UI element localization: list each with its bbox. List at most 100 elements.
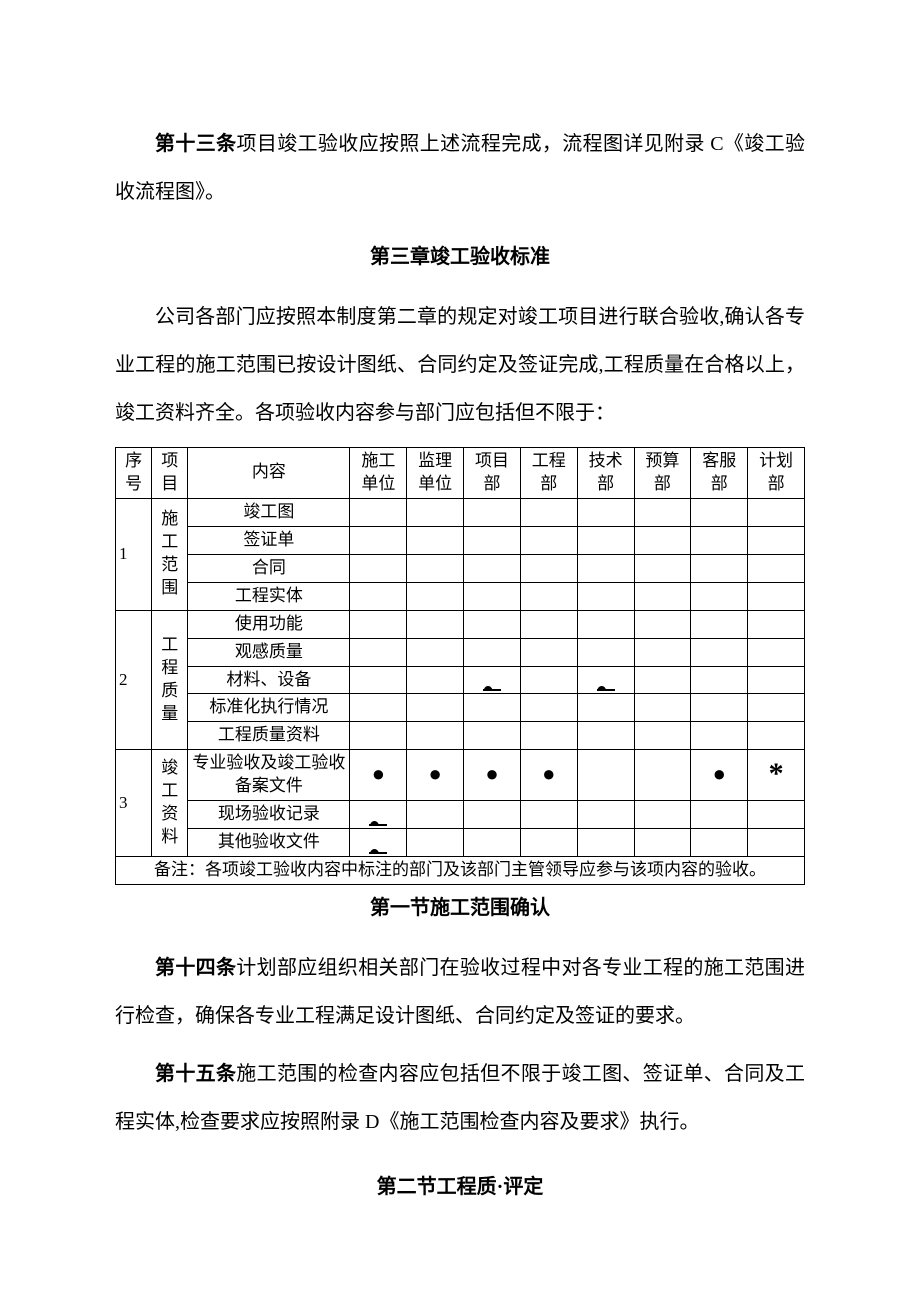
mark-cell	[464, 610, 521, 638]
dot-marker-icon: ●	[372, 761, 385, 786]
mark-cell	[634, 666, 691, 694]
mark-cell	[350, 801, 407, 829]
col-header-item: 项目	[152, 448, 188, 499]
content-cell: 现场验收记录	[188, 801, 350, 829]
col-header-dep7: 客服部	[691, 448, 748, 499]
mark-cell	[350, 722, 407, 750]
mark-cell	[577, 554, 634, 582]
mark-cell	[577, 498, 634, 526]
section-1-title: 第一节施工范围确认	[115, 891, 805, 920]
table-row: 工程实体	[116, 582, 805, 610]
mark-cell	[464, 801, 521, 829]
mark-cell	[634, 638, 691, 666]
mark-cell	[691, 582, 748, 610]
table-row: 3竣工资料专业验收及竣工验收备案文件●●●●●*	[116, 750, 805, 801]
content-cell: 工程实体	[188, 582, 350, 610]
mark-cell	[407, 666, 464, 694]
dot-marker-icon: ●	[429, 761, 442, 786]
mark-cell: ●	[520, 750, 577, 801]
mark-cell	[464, 526, 521, 554]
table-row: 签证单	[116, 526, 805, 554]
item-cell: 工程质量	[152, 610, 188, 750]
mark-cell	[520, 722, 577, 750]
table-row: 材料、设备	[116, 666, 805, 694]
table-row: 其他验收文件	[116, 829, 805, 857]
content-cell: 使用功能	[188, 610, 350, 638]
col-header-dep5: 技术部	[577, 448, 634, 499]
mark-cell	[350, 638, 407, 666]
mark-cell	[464, 582, 521, 610]
mark-cell	[691, 610, 748, 638]
mark-cell	[634, 554, 691, 582]
mark-cell	[691, 666, 748, 694]
section-2-title: 第二节工程质·评定	[115, 1170, 805, 1199]
half-dot-marker-icon	[369, 838, 387, 854]
mark-cell	[748, 554, 805, 582]
mark-cell	[464, 554, 521, 582]
mark-cell: ●	[691, 750, 748, 801]
mark-cell	[520, 526, 577, 554]
mark-cell	[634, 801, 691, 829]
mark-cell	[748, 829, 805, 857]
table-footnote-row: 备注：各项竣工验收内容中标注的部门及该部门主管领导应参与该项内容的验收。	[116, 857, 805, 885]
mark-cell	[691, 801, 748, 829]
content-cell: 观感质量	[188, 638, 350, 666]
mark-cell	[407, 610, 464, 638]
seq-cell: 1	[116, 498, 152, 610]
col-header-dep3: 项目部	[464, 448, 521, 499]
seq-cell: 2	[116, 610, 152, 750]
mark-cell	[407, 526, 464, 554]
mark-cell	[577, 801, 634, 829]
seq-cell: 3	[116, 750, 152, 857]
mark-cell	[520, 554, 577, 582]
mark-cell	[407, 801, 464, 829]
mark-cell	[520, 638, 577, 666]
mark-cell	[634, 526, 691, 554]
mark-cell	[748, 694, 805, 722]
mark-cell	[577, 694, 634, 722]
mark-cell	[577, 526, 634, 554]
content-cell: 标准化执行情况	[188, 694, 350, 722]
table-row: 2工程质量使用功能	[116, 610, 805, 638]
content-cell: 合同	[188, 554, 350, 582]
mark-cell	[748, 638, 805, 666]
half-dot-marker-icon	[597, 675, 615, 691]
mark-cell	[634, 582, 691, 610]
col-header-dep4: 工程部	[520, 448, 577, 499]
article-15-label: 第十五条	[155, 1063, 236, 1085]
star-marker-icon: *	[769, 757, 784, 790]
mark-cell	[748, 722, 805, 750]
item-cell: 施工范围	[152, 498, 188, 610]
mark-cell	[577, 582, 634, 610]
mark-cell	[634, 610, 691, 638]
mark-cell	[520, 694, 577, 722]
article-15: 第十五条施工范围的检查内容应包括但不限于竣工图、签证单、合同及工程实体,检查要求…	[115, 1050, 805, 1146]
mark-cell	[577, 829, 634, 857]
mark-cell	[464, 498, 521, 526]
mark-cell	[577, 666, 634, 694]
mark-cell	[634, 498, 691, 526]
mark-cell	[691, 498, 748, 526]
mark-cell	[350, 498, 407, 526]
table-row: 1施工范围竣工图	[116, 498, 805, 526]
article-13-label: 第十三条	[155, 133, 236, 155]
table-row: 现场验收记录	[116, 801, 805, 829]
mark-cell	[350, 554, 407, 582]
mark-cell	[748, 801, 805, 829]
content-cell: 竣工图	[188, 498, 350, 526]
content-cell: 其他验收文件	[188, 829, 350, 857]
table-row: 标准化执行情况	[116, 694, 805, 722]
mark-cell	[407, 582, 464, 610]
mark-cell	[407, 694, 464, 722]
mark-cell	[691, 829, 748, 857]
content-cell: 材料、设备	[188, 666, 350, 694]
mark-cell	[407, 554, 464, 582]
mark-cell	[407, 638, 464, 666]
mark-cell	[350, 829, 407, 857]
col-header-dep1: 施工单位	[350, 448, 407, 499]
mark-cell	[691, 554, 748, 582]
mark-cell	[350, 582, 407, 610]
mark-cell	[577, 610, 634, 638]
dot-marker-icon: ●	[485, 761, 498, 786]
acceptance-matrix-table: 序号 项目 内容 施工单位 监理单位 项目部 工程部 技术部 预算部 客服部 计…	[115, 447, 805, 885]
